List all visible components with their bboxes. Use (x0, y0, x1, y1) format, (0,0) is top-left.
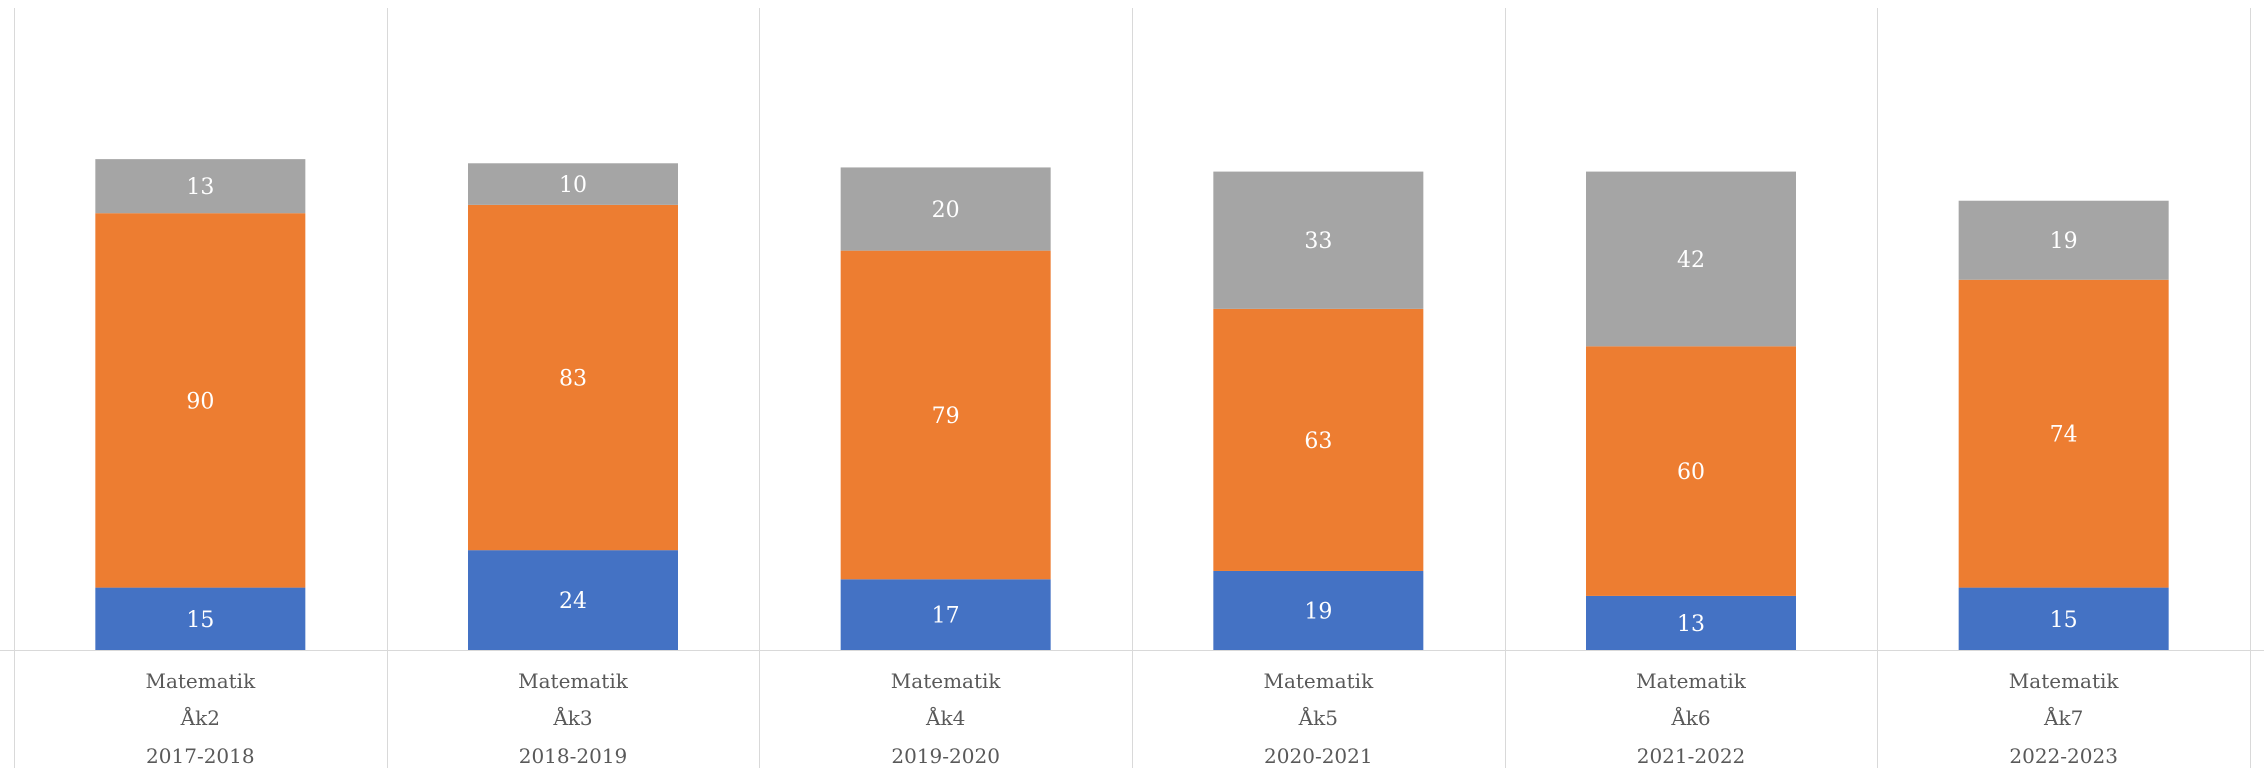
bar-segment (95, 213, 306, 588)
category-label: Matematik (1636, 669, 1747, 693)
bar-segment (1586, 346, 1796, 596)
category-label: Åk4 (925, 705, 965, 730)
category-label: 2022-2023 (2009, 744, 2118, 768)
bar-segment (840, 167, 1051, 251)
bar-segment (1586, 595, 1796, 650)
bar-segment (1958, 587, 2169, 650)
bar-segment (1213, 308, 1424, 571)
data-label: 13 (186, 175, 214, 200)
data-label: 79 (932, 404, 960, 429)
data-label: 10 (559, 173, 587, 198)
bar-segment (95, 159, 306, 214)
bar-segment (840, 579, 1051, 650)
category-label: Matematik (145, 669, 256, 693)
data-label: 20 (932, 198, 960, 223)
category-label: 2017-2018 (146, 744, 255, 768)
data-label: 74 (2050, 423, 2078, 448)
bar-segment (1213, 171, 1424, 309)
data-label: 13 (1677, 612, 1705, 637)
bar-segment (468, 550, 678, 650)
category-label: Matematik (518, 669, 629, 693)
category-label: Åk7 (2043, 705, 2083, 730)
data-label: 33 (1304, 229, 1332, 254)
category-label: 2020-2021 (1264, 744, 1373, 768)
bar-segment (840, 250, 1051, 580)
data-label: 83 (559, 367, 587, 392)
category-label: Matematik (1263, 669, 1374, 693)
bar-segment (468, 204, 678, 551)
category-label: Matematik (891, 669, 1002, 693)
data-label: 19 (2050, 229, 2078, 254)
data-label: 15 (2050, 608, 2078, 633)
data-label: 15 (186, 608, 214, 633)
bar-segment (1958, 200, 2169, 280)
data-label: 19 (1304, 599, 1332, 624)
bar-segment (1213, 570, 1424, 650)
category-label: Matematik (2009, 669, 2120, 693)
data-label: 42 (1677, 248, 1705, 273)
category-label: 2018-2019 (519, 744, 628, 768)
bar-segment (468, 163, 678, 205)
category-label: Åk5 (1298, 705, 1338, 730)
category-label: Åk2 (180, 705, 220, 730)
category-label: 2021-2022 (1637, 744, 1746, 768)
bar-segment (1586, 171, 1796, 347)
category-label: Åk3 (552, 705, 592, 730)
bar-segment (95, 587, 306, 650)
data-label: 17 (932, 604, 960, 629)
bar-segment (1958, 279, 2169, 588)
category-label: 2019-2020 (891, 744, 1000, 768)
data-label: 63 (1304, 429, 1332, 454)
category-label: Åk6 (1670, 705, 1710, 730)
data-label: 60 (1677, 460, 1705, 485)
data-label: 24 (559, 589, 587, 614)
data-label: 90 (186, 389, 214, 414)
